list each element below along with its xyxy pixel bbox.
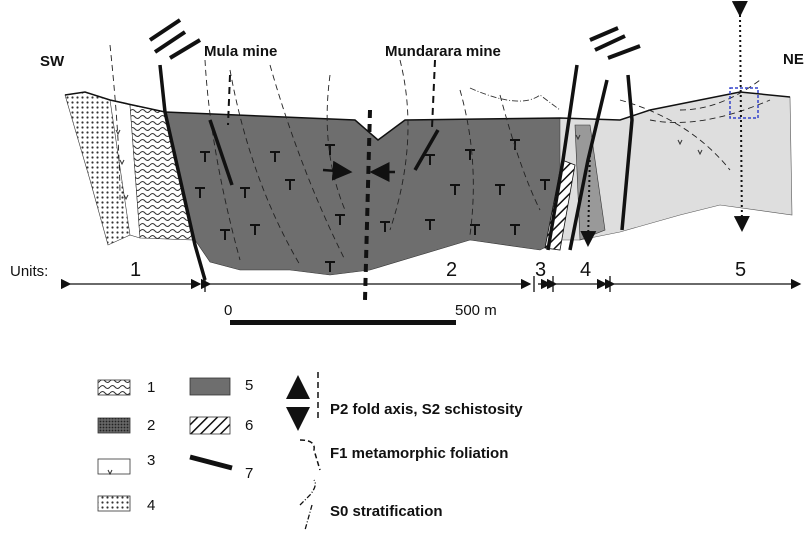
unit-bar [70,276,800,292]
shape [608,46,640,58]
legend-text: F1 metamorphic foliation [330,445,508,462]
mine-label: Mundarara mine [385,43,501,60]
sw-label: SW [40,53,65,70]
legend-strat [300,480,315,530]
legend-text: P2 fold axis, S2 schistosity [330,401,523,418]
legend-foliation [300,440,320,470]
mine-label: Mula mine [204,43,277,60]
scale-start: 0 [224,302,232,319]
shape [98,459,130,474]
unit-label: 5 [735,259,746,281]
unit-label: 3 [535,259,546,281]
unit-label: 1 [130,259,141,281]
shape [98,418,130,433]
stratification-line [470,88,560,110]
units-title: Units: [10,263,48,280]
legend-number: 6 [245,417,253,434]
ne-label: NE [783,51,804,68]
legend-number: 3 [147,452,155,469]
scale-bar [230,320,456,325]
legend-number: 4 [147,497,155,514]
unit-label: 2 [446,259,457,281]
legend-number: 2 [147,417,155,434]
shape [98,380,130,395]
shape [170,40,200,58]
legend-number: 7 [245,465,253,482]
shape [190,378,230,395]
legend-number: 5 [245,377,253,394]
shape [98,496,130,511]
unit-label: 4 [580,259,591,281]
legend-number: 1 [147,379,155,396]
shape [432,60,435,128]
scale-end: 500 m [455,302,497,319]
legend-fault [190,457,232,468]
legend-text: S0 stratification [330,503,443,520]
shape [190,417,230,434]
cross-section-figure: SW NE Mula mine Mundarara mine Units: 1 … [0,0,808,543]
legend-swatches [98,378,230,511]
shape [590,28,618,40]
